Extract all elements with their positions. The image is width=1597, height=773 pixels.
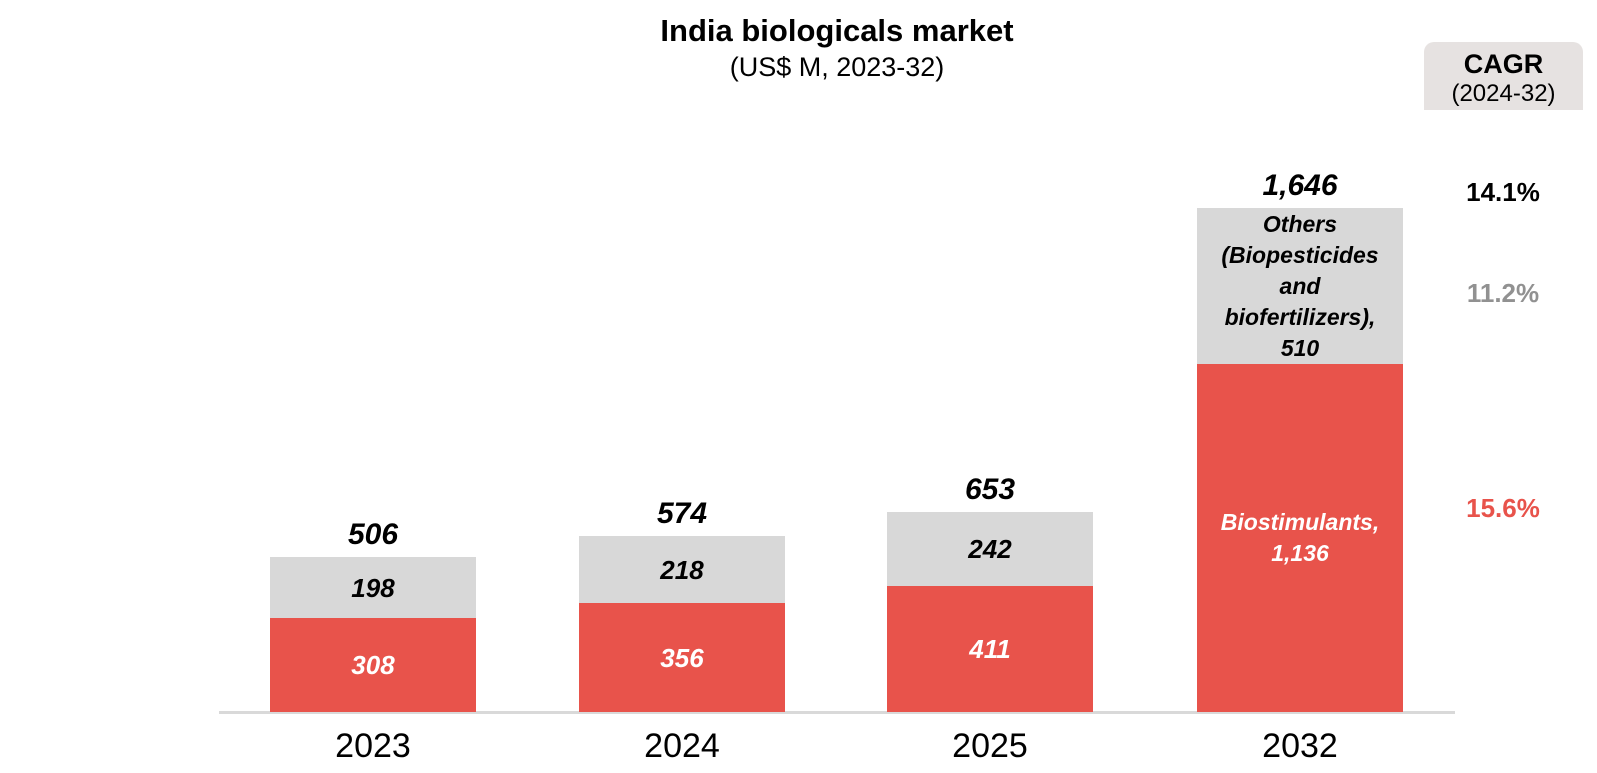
x-axis-label-2025: 2025 [952, 727, 1028, 765]
segment-biostimulants-2023: 308 [270, 618, 476, 712]
segment-biostimulants-label-2032: Biostimulants, 1,136 [1220, 509, 1380, 566]
segment-others-2025: 242 [887, 512, 1093, 586]
x-axis-label-2024: 2024 [644, 727, 720, 765]
segment-others-label-2023: 198 [351, 572, 395, 603]
total-label-2024: 574 [656, 497, 708, 530]
cagr-value-biostimulants: 15.6% [1466, 493, 1540, 523]
x-axis-line [219, 711, 1455, 714]
total-label-2032: 1,646 [1262, 169, 1338, 202]
segment-others-label-2032: Others (Biopesticides and biofertilizers… [1221, 210, 1379, 361]
segment-biostimulants-label-2025: 411 [969, 634, 1011, 664]
chart-header: India biologicals market (US$ M, 2023-32… [219, 12, 1455, 84]
x-axis-label-2023: 2023 [335, 727, 411, 765]
x-axis-label-2032: 2032 [1262, 727, 1338, 765]
total-label-2025: 653 [964, 473, 1016, 506]
segment-others-label-2025: 242 [968, 534, 1012, 564]
segment-biostimulants-2032: Biostimulants, 1,136 [1197, 364, 1403, 712]
total-label-2023: 506 [347, 518, 399, 551]
segment-biostimulants-label-2024: 356 [660, 642, 704, 673]
cagr-value-others: 11.2% [1466, 278, 1540, 308]
segment-others-2024: 218 [579, 536, 785, 603]
segment-biostimulants-2025: 411 [887, 586, 1093, 712]
cagr-header-label: CAGR [1463, 49, 1544, 79]
cagr-period-label: (2024-32) [1451, 80, 1556, 107]
segment-others-label-2024: 218 [660, 554, 704, 585]
segment-others-2032: Others (Biopesticides and biofertilizers… [1197, 208, 1403, 364]
segment-biostimulants-label-2023: 308 [351, 650, 395, 680]
chart-title: India biologicals market [660, 13, 1014, 48]
cagr-value-total: 14.1% [1466, 177, 1540, 207]
cagr-header-box: CAGR (2024-32) [1424, 42, 1583, 110]
bar-2023: 506 198 308 [270, 517, 476, 712]
segment-others-2023: 198 [270, 557, 476, 618]
bar-2025: 653 242 411 [887, 472, 1093, 712]
bar-2032: 1,646 Others (Biopesticides and biofertil… [1197, 168, 1403, 712]
chart-subtitle: (US$ M, 2023-32) [729, 52, 945, 82]
segment-biostimulants-2024: 356 [579, 603, 785, 712]
bar-2024: 574 218 356 [579, 496, 785, 712]
